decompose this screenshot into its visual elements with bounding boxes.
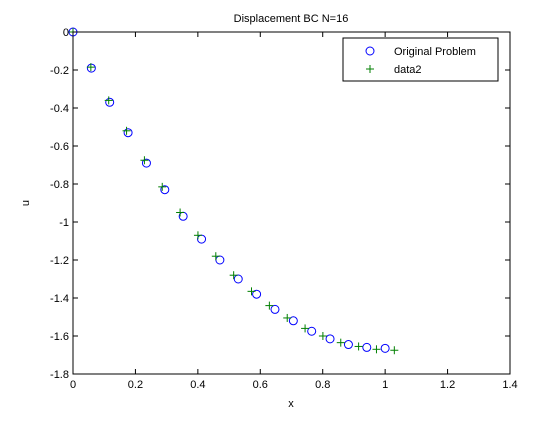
data-point-plus xyxy=(390,346,399,355)
y-tick-label: -1.8 xyxy=(50,369,69,381)
data-point-circle xyxy=(343,340,353,350)
x-tick-label: 0 xyxy=(70,379,76,391)
x-tick-label: 0.2 xyxy=(128,379,143,391)
y-tick-label: -0.2 xyxy=(50,65,69,77)
y-tick-label: -1 xyxy=(59,217,69,229)
data-point-plus xyxy=(193,231,202,240)
x-axis-label: x xyxy=(288,398,294,410)
data-point-circle xyxy=(307,326,317,336)
data-point-circle xyxy=(233,274,243,284)
chart-title: Displacement BC N=16 xyxy=(234,13,349,25)
data-point-plus xyxy=(247,287,256,296)
data-point-circle xyxy=(105,97,115,107)
y-tick-label: -1.4 xyxy=(50,293,69,305)
y-tick-label: -0.6 xyxy=(50,141,69,153)
data-point-plus xyxy=(318,332,327,340)
legend-label-series-2: data2 xyxy=(394,64,422,76)
data-point-plus xyxy=(158,182,167,191)
data-point-plus xyxy=(301,324,310,333)
axis-ticks: 0 0.2 0.4 0.6 0.8 1 1.2 1.4 0 -0.2 -0.4 -0.6 -0.8 -1 -… xyxy=(50,27,518,391)
plot-area xyxy=(73,32,510,374)
data-point-circle xyxy=(325,334,335,344)
data-point-plus xyxy=(104,96,113,105)
data-point-plus xyxy=(229,271,238,280)
plot-frame xyxy=(72,31,511,375)
data-point-plus xyxy=(283,313,292,322)
data-point-circle xyxy=(362,342,372,352)
data-point-plus xyxy=(211,252,220,261)
y-tick-label: -1.6 xyxy=(50,331,69,343)
legend-box xyxy=(342,37,499,82)
data-point-plus xyxy=(372,345,381,354)
legend-label-series-1: Original Problem xyxy=(394,46,476,58)
data-point-circle xyxy=(160,185,170,195)
x-tick-label: 0.6 xyxy=(253,379,268,391)
data-point-circle xyxy=(380,343,390,353)
data-point-plus xyxy=(354,342,363,351)
series-layer xyxy=(68,27,399,355)
data-point-plus xyxy=(336,338,345,347)
x-tick-label: 1.4 xyxy=(502,379,517,391)
data-point-plus xyxy=(176,208,185,217)
data-point-circle xyxy=(270,304,280,314)
data-point-plus xyxy=(140,156,149,165)
legend: Original Problem data2 xyxy=(342,37,499,82)
y-axis-label: u xyxy=(20,200,32,206)
data-point-plus xyxy=(86,63,95,72)
x-tick-label: 1.2 xyxy=(440,379,455,391)
data-point-plus xyxy=(122,126,131,135)
data-point-circle xyxy=(252,289,262,299)
x-tick-label: 1 xyxy=(382,379,388,391)
y-tick-label: -0.4 xyxy=(50,103,69,115)
legend-circle-marker xyxy=(365,46,375,56)
y-tick-label: -1.2 xyxy=(50,255,69,267)
data-point-plus xyxy=(265,301,274,310)
data-point-circle xyxy=(123,128,133,138)
data-point-circle xyxy=(288,316,298,326)
data-point-circle xyxy=(141,158,151,168)
series-2 xyxy=(69,28,399,355)
x-tick-label: 0.8 xyxy=(315,379,330,391)
y-tick-label: -0.8 xyxy=(50,179,69,191)
x-tick-label: 0.4 xyxy=(190,379,205,391)
y-tick-label: 0 xyxy=(63,27,69,39)
